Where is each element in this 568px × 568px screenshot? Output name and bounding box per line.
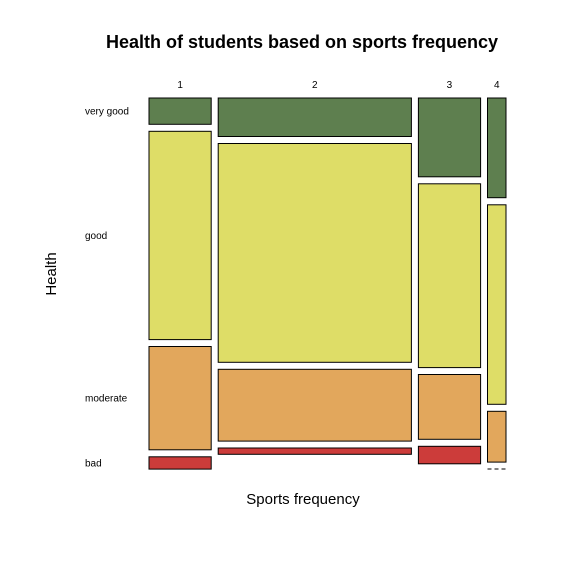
x-tick-label: 3	[447, 80, 453, 91]
y-tick-label: good	[85, 231, 107, 242]
mosaic-tile-3-good	[417, 183, 482, 369]
mosaic-tile-3-moderate	[417, 374, 482, 440]
x-tick-label: 2	[312, 80, 318, 91]
chart-title: Health of students based on sports frequ…	[106, 32, 498, 52]
mosaic-tile-1-good	[148, 130, 212, 341]
mosaic-tile-1-very-good	[148, 97, 212, 125]
mosaic-tile-2-bad	[217, 447, 412, 455]
x-axis-title: Sports frequency	[246, 491, 360, 508]
mosaic-tile-3-very-good	[417, 97, 482, 178]
mosaic-tile-1-bad	[148, 456, 212, 470]
mosaic-tile-1-moderate	[148, 346, 212, 451]
mosaic-tile-2-good	[217, 143, 412, 363]
y-tick-label: bad	[85, 458, 102, 469]
y-tick-label: very good	[85, 107, 129, 118]
y-axis-title: Health	[43, 252, 60, 295]
x-tick-labels: 1 2 3 4	[177, 80, 500, 91]
x-tick-label: 1	[177, 80, 183, 91]
mosaic-tile-2-moderate	[217, 368, 412, 442]
mosaic-tile-4-moderate	[487, 410, 507, 463]
x-tick-label: 4	[494, 80, 500, 91]
y-tick-label: moderate	[85, 394, 128, 405]
mosaic-tile-4-good	[487, 204, 507, 405]
mosaic-tile-3-bad	[417, 445, 482, 465]
mosaic-tile-2-very-good	[217, 97, 412, 137]
mosaic-tiles	[148, 97, 507, 470]
mosaic-tile-4-very-good	[487, 97, 507, 199]
y-tick-labels: very good good moderate bad	[85, 107, 129, 470]
